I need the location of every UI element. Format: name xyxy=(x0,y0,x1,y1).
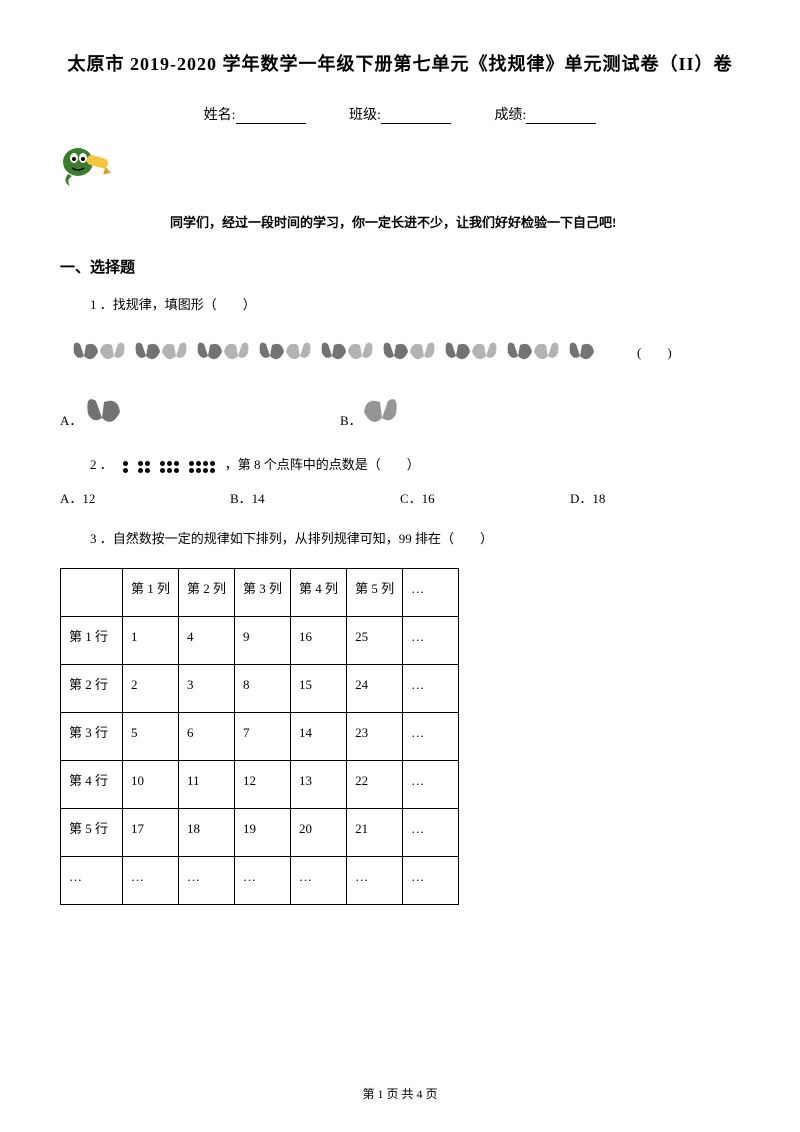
option-a-label: A． xyxy=(60,410,82,429)
class-label: 班级: xyxy=(349,108,381,123)
table-cell: 16 xyxy=(291,616,347,664)
name-label: 姓名: xyxy=(204,108,236,123)
score-label: 成绩: xyxy=(494,108,526,123)
table-cell: 25 xyxy=(347,616,403,664)
table-cell: 24 xyxy=(347,664,403,712)
question-3: 3 ．自然数按一定的规律如下排列，从排列规律可知，99 排在（ ） xyxy=(90,529,740,550)
table-cell: … xyxy=(123,856,179,904)
table-cell: … xyxy=(403,808,459,856)
q2-opt-c: C．16 xyxy=(400,488,570,507)
class-blank xyxy=(381,110,451,124)
table-cell: 17 xyxy=(123,808,179,856)
table-cell: … xyxy=(347,856,403,904)
table-cell: 21 xyxy=(347,808,403,856)
q1-options: A． B． xyxy=(60,394,740,429)
table-cell: 8 xyxy=(235,664,291,712)
table-cell: 11 xyxy=(179,760,235,808)
table-cell: 第 1 行 xyxy=(61,616,123,664)
table-cell: 7 xyxy=(235,712,291,760)
table-row: 第 3 行 5 6 7 14 23 … xyxy=(61,712,459,760)
table-cell: 2 xyxy=(123,664,179,712)
name-blank xyxy=(236,110,306,124)
q2-opt-d: D．18 xyxy=(570,488,740,507)
question-1: 1 ．找规律，填图形（ ） xyxy=(90,295,740,316)
score-blank xyxy=(526,110,596,124)
table-cell: 4 xyxy=(179,616,235,664)
butterfly-right-icon xyxy=(362,394,402,429)
table-cell: … xyxy=(235,856,291,904)
table-header-row: 第 1 列 第 2 列 第 3 列 第 4 列 第 5 列 … xyxy=(61,568,459,616)
section-heading: 一、选择题 xyxy=(60,256,740,277)
table-cell: 第 1 列 xyxy=(123,568,179,616)
student-info-line: 姓名: 班级: 成绩: xyxy=(60,104,740,124)
table-cell: … xyxy=(179,856,235,904)
table-cell: 14 xyxy=(291,712,347,760)
table-cell: 13 xyxy=(291,760,347,808)
pencil-icon xyxy=(60,144,740,194)
question-2: 2 ． ，第 8 个点阵中的点数是（ ） xyxy=(90,454,740,473)
table-cell: … xyxy=(403,568,459,616)
table-cell: 3 xyxy=(179,664,235,712)
table-cell: 第 3 行 xyxy=(61,712,123,760)
table-row: 第 1 行 1 4 9 16 25 … xyxy=(61,616,459,664)
page-footer: 第 1 页 共 4 页 xyxy=(0,1085,800,1102)
table-row: … … … … … … … xyxy=(61,856,459,904)
table-cell: … xyxy=(403,616,459,664)
table-cell: … xyxy=(61,856,123,904)
table-cell: 第 5 列 xyxy=(347,568,403,616)
table-cell: 23 xyxy=(347,712,403,760)
table-cell: … xyxy=(403,712,459,760)
q2-opt-a: A．12 xyxy=(60,488,230,507)
table-cell: 19 xyxy=(235,808,291,856)
table-cell: … xyxy=(403,664,459,712)
table-cell: 10 xyxy=(123,760,179,808)
table-cell: 第 3 列 xyxy=(235,568,291,616)
q2-prefix: 2 ． xyxy=(90,454,113,473)
table-cell: … xyxy=(403,760,459,808)
table-row: 第 4 行 10 11 12 13 22 … xyxy=(61,760,459,808)
q2-opt-b: B．14 xyxy=(230,488,400,507)
table-cell xyxy=(61,568,123,616)
table-cell: 第 2 行 xyxy=(61,664,123,712)
q2-answers: A．12 B．14 C．16 D．18 xyxy=(60,488,740,507)
table-cell: 12 xyxy=(235,760,291,808)
table-cell: 20 xyxy=(291,808,347,856)
encouragement-text: 同学们，经过一段时间的学习，你一定长进不少，让我们好好检验一下自己吧! xyxy=(170,212,740,231)
table-row: 第 5 行 17 18 19 20 21 … xyxy=(61,808,459,856)
table-cell: … xyxy=(291,856,347,904)
table-cell: 第 4 列 xyxy=(291,568,347,616)
table-cell: 22 xyxy=(347,760,403,808)
table-cell: 18 xyxy=(179,808,235,856)
table-cell: 第 4 行 xyxy=(61,760,123,808)
dot-patterns xyxy=(123,461,215,473)
table-cell: 15 xyxy=(291,664,347,712)
butterfly-left-icon xyxy=(82,394,122,429)
option-b-label: B． xyxy=(340,410,362,429)
table-cell: 5 xyxy=(123,712,179,760)
page-title: 太原市 2019-2020 学年数学一年级下册第七单元《找规律》单元测试卷（II… xyxy=(60,50,740,76)
number-pattern-table: 第 1 列 第 2 列 第 3 列 第 4 列 第 5 列 … 第 1 行 1 … xyxy=(60,568,459,905)
q1-answer-blank: ( ) xyxy=(637,342,672,361)
table-cell: 1 xyxy=(123,616,179,664)
table-cell: 9 xyxy=(235,616,291,664)
butterfly-pattern: ( ) xyxy=(70,334,740,369)
table-cell: 第 5 行 xyxy=(61,808,123,856)
q2-text: ，第 8 个点阵中的点数是（ ） xyxy=(225,454,420,473)
table-cell: … xyxy=(403,856,459,904)
table-cell: 第 2 列 xyxy=(179,568,235,616)
table-row: 第 2 行 2 3 8 15 24 … xyxy=(61,664,459,712)
table-cell: 6 xyxy=(179,712,235,760)
